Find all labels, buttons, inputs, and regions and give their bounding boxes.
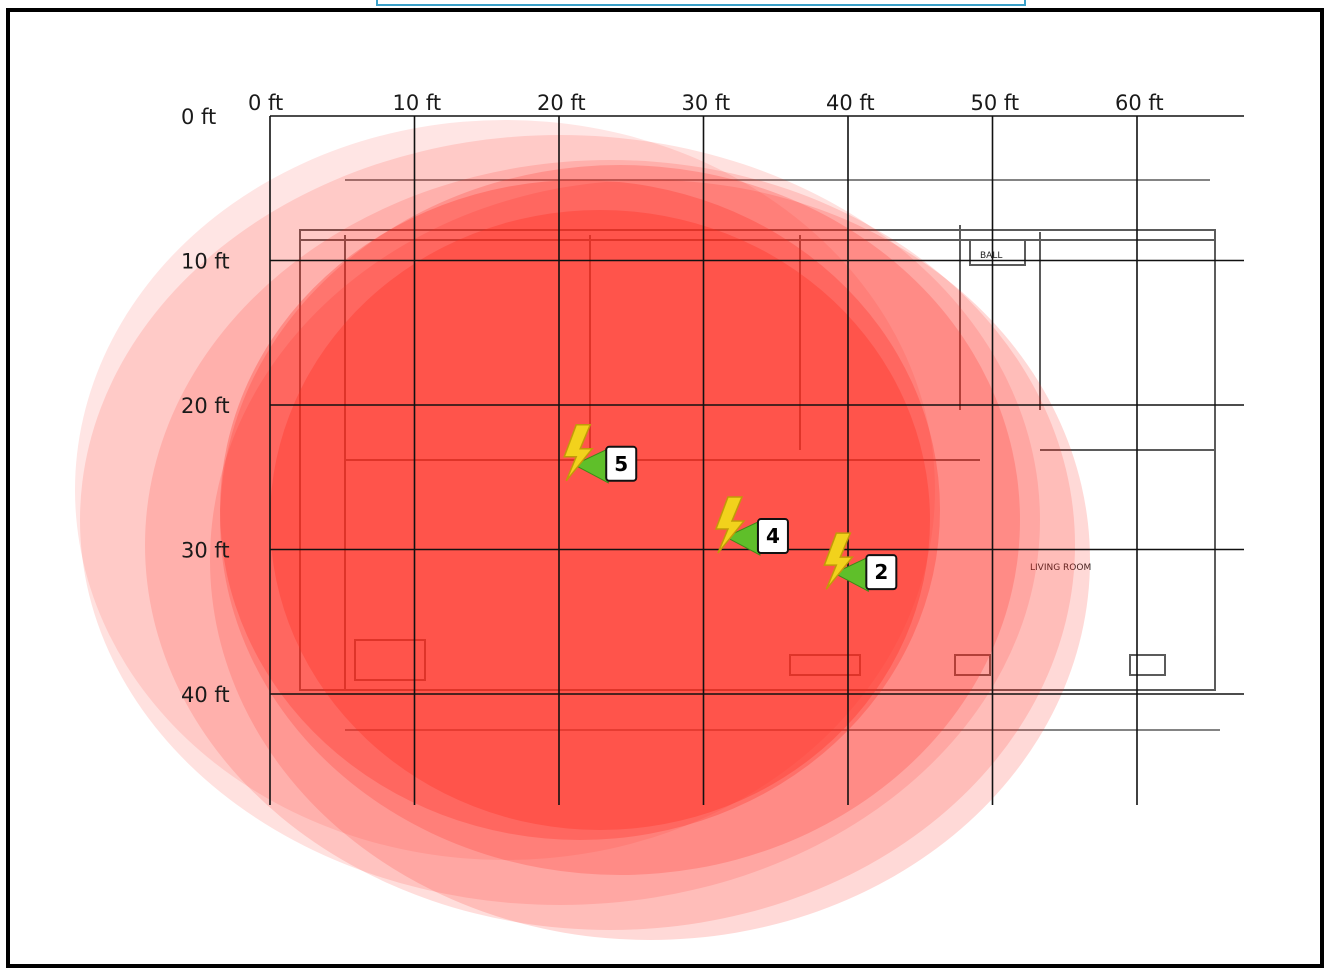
x-axis-label: 20 ft — [537, 91, 586, 115]
x-axis-label: 40 ft — [826, 91, 875, 115]
access-point-5[interactable]: 5 — [563, 424, 638, 484]
access-point-2[interactable]: 2 — [823, 532, 898, 593]
x-axis-label: 10 ft — [393, 91, 442, 115]
heat-zone-1 — [75, 120, 935, 860]
y-axis-label: 30 ft — [181, 539, 230, 563]
ap-number: 5 — [614, 452, 628, 476]
floor-plan — [299, 179, 1220, 731]
heat-zone-3 — [145, 160, 1075, 930]
y-axis-labels: 0 ft 10 ft 20 ft 30 ft 40 ft — [181, 105, 230, 707]
access-point-4[interactable]: 4 — [714, 496, 789, 556]
ap-number: 4 — [766, 524, 780, 548]
ap-badge — [756, 518, 789, 555]
heat-zone-6 — [220, 180, 940, 840]
heat-zone-4 — [210, 180, 1090, 940]
ap-badge — [865, 554, 898, 591]
room-label-living: LIVING ROOM — [1030, 563, 1091, 573]
room-label-ball: BALL — [980, 251, 1002, 261]
top-tab-bar — [376, 0, 1026, 6]
x-axis-label: 0 ft — [248, 91, 283, 115]
heat-zone-7 — [270, 210, 930, 830]
lightning-icon — [714, 496, 746, 554]
access-points: 5 4 2 — [563, 424, 898, 593]
y-axis-label: 10 ft — [181, 250, 230, 274]
map-frame — [6, 8, 1324, 968]
y-axis-label: 0 ft — [181, 105, 216, 129]
ap-badge — [605, 445, 638, 482]
lightning-icon — [563, 424, 594, 482]
heat-zone-5 — [220, 165, 1020, 875]
y-axis-label: 40 ft — [181, 683, 230, 707]
x-axis-label: 50 ft — [971, 91, 1020, 115]
ap-number: 2 — [874, 560, 888, 584]
x-axis-label: 30 ft — [682, 91, 731, 115]
heat-zone-2 — [80, 135, 1040, 905]
x-axis-labels: 0 ft 10 ft 20 ft 30 ft 40 ft 50 ft 60 ft — [248, 91, 1164, 115]
y-axis-label: 20 ft — [181, 394, 230, 418]
lightning-icon — [823, 532, 854, 590]
x-axis-label: 60 ft — [1115, 91, 1164, 115]
signal-heat-layer — [75, 120, 1090, 940]
